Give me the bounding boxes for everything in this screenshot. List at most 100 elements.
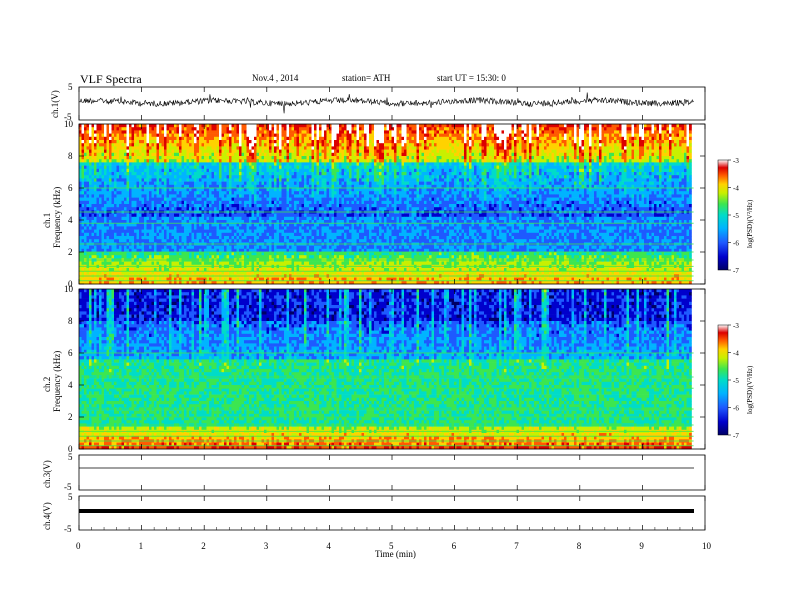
spectrogram-cell: [342, 140, 345, 144]
spectrogram-cell: [337, 134, 340, 138]
spectrogram-cell: [394, 137, 397, 141]
spectrogram-cell: [232, 124, 235, 128]
spectrogram-cell: [142, 143, 145, 147]
spectrogram-cell: [184, 143, 187, 147]
spectrogram-cell: [312, 143, 315, 147]
spectrogram-cell: [634, 134, 637, 138]
spectrogram-cell: [559, 137, 562, 141]
spectrogram-cell: [684, 143, 687, 147]
spectrogram-cell: [532, 137, 535, 141]
spectrogram-cell: [577, 143, 580, 147]
spectrogram-cell: [129, 127, 132, 131]
spectrogram-cell: [527, 127, 530, 131]
spectrogram-cell: [342, 127, 345, 131]
spectrogram-cell: [292, 124, 295, 128]
spectrogram-cell: [379, 124, 382, 128]
spectrogram-cell: [512, 137, 515, 141]
spectrogram-cell: [424, 130, 427, 134]
spectrogram-cell: [317, 134, 320, 138]
spectrogram-cell: [332, 127, 335, 131]
spectrogram-cell: [172, 150, 175, 154]
spectrogram-cell: [109, 143, 112, 147]
spectrogram-cell: [89, 134, 92, 138]
spectrogram-cell: [577, 140, 580, 144]
spectrogram-cell: [499, 143, 502, 147]
spectrogram-cell: [512, 130, 515, 134]
spectrogram-cell: [599, 124, 602, 128]
spectrogram-cell: [257, 134, 260, 138]
spectrogram-cell: [389, 134, 392, 138]
figure-title: VLF Spectra: [80, 72, 142, 86]
spectrogram-cell: [124, 134, 127, 138]
spectrogram-cell: [492, 143, 495, 147]
spectrogram-cell: [129, 143, 132, 147]
spectrogram-cell: [104, 134, 107, 138]
spectrogram-cell: [292, 146, 295, 150]
spectrogram-cell: [489, 140, 492, 144]
spectrogram-cell: [192, 127, 195, 131]
spectrogram-cell: [537, 137, 540, 141]
spectrogram-cell: [489, 146, 492, 150]
spectrogram-cell: [469, 127, 472, 131]
spectrogram-cell: [579, 140, 582, 144]
spectrogram-cell: [487, 146, 490, 150]
spectrogram-cell: [127, 127, 130, 131]
spectrogram-cell: [182, 143, 185, 147]
spectrogram-cell: [154, 130, 157, 134]
spectrogram-cell: [222, 146, 225, 150]
spectrogram-cell: [364, 143, 367, 147]
spectrogram-cell: [627, 143, 630, 147]
spectrogram-cell: [262, 150, 265, 154]
spectrogram-cell: [614, 127, 617, 131]
spectrogram-cell: [297, 146, 300, 150]
spectrogram-cell: [454, 143, 457, 147]
spectrogram-cell: [452, 143, 455, 147]
spectrogram-cell: [462, 140, 465, 144]
spectrogram-cell: [464, 143, 467, 147]
spectrogram-cell: [89, 143, 92, 147]
spectrogram-cell: [399, 146, 402, 150]
spectrogram-cell: [297, 127, 300, 131]
spectrogram-cell: [82, 140, 85, 144]
spectrogram-cell: [504, 127, 507, 131]
spectrogram-cell: [582, 137, 585, 141]
spectrogram-cell: [329, 143, 332, 147]
spectrogram-cell: [222, 127, 225, 131]
spectrogram-cell: [622, 146, 625, 150]
spectrogram-cell: [179, 146, 182, 150]
spectrogram-cell: [554, 124, 557, 128]
spectrogram-cell: [112, 137, 115, 141]
spectrogram-cell: [169, 146, 172, 150]
spectrogram-cell: [132, 127, 135, 131]
spectrogram-cell: [447, 146, 450, 150]
spectrogram-cell: [614, 137, 617, 141]
spectrogram-cell: [92, 124, 95, 128]
spectrogram-cell: [567, 137, 570, 141]
spectrogram-cell: [247, 150, 250, 154]
spectrogram-cell: [247, 134, 250, 138]
spectrogram-cell: [364, 146, 367, 150]
spectrogram-cell: [459, 140, 462, 144]
spectrogram-cell: [589, 124, 592, 128]
spectrogram-cell: [179, 137, 182, 141]
spectrogram-cell: [87, 134, 90, 138]
spectrogram-cell: [359, 130, 362, 134]
spectrogram-cell: [169, 143, 172, 147]
spectrogram-cell: [147, 137, 150, 141]
spectrogram-cell: [399, 134, 402, 138]
spectrogram-cell: [674, 130, 677, 134]
spectrogram-cell: [604, 130, 607, 134]
spectrogram-cell: [289, 140, 292, 144]
spectrogram-cell: [504, 130, 507, 134]
spectrogram-cell: [349, 140, 352, 144]
spectrogram-cell: [279, 134, 282, 138]
spectrogram-cell: [384, 140, 387, 144]
spectrogram-cell: [617, 143, 620, 147]
spectrogram-cell: [372, 140, 375, 144]
spectrogram-cell: [527, 134, 530, 138]
spectrogram-cell: [234, 143, 237, 147]
spectrogram-cell: [642, 143, 645, 147]
spectrogram-cell: [299, 140, 302, 144]
spectrogram-cell: [537, 140, 540, 144]
spectrogram-cell: [592, 124, 595, 128]
